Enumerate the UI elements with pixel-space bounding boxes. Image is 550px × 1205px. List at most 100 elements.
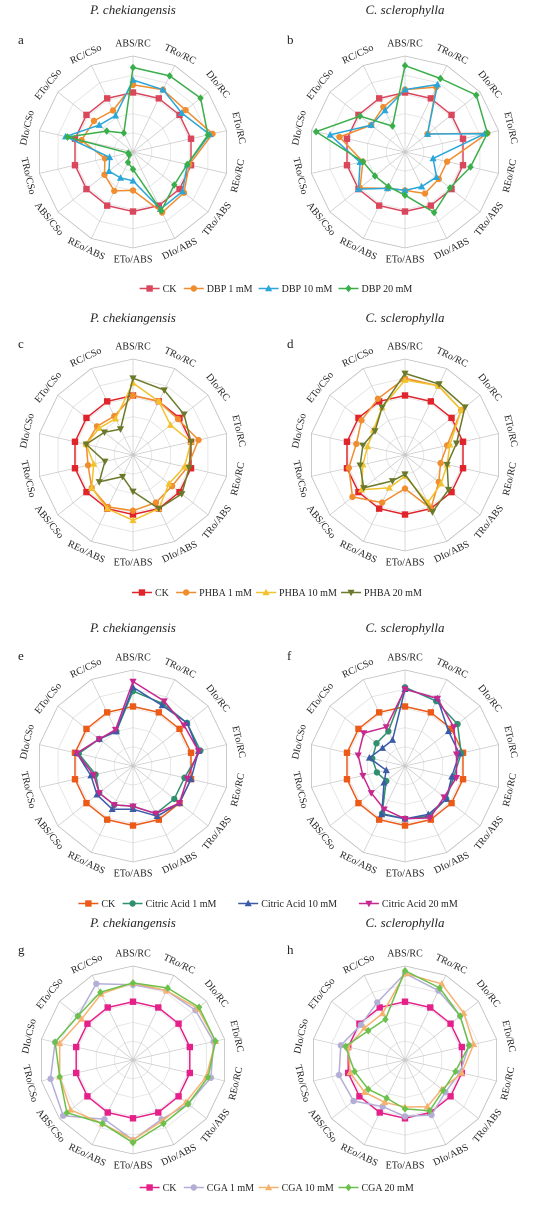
data-point-ck-tro-rc: [155, 1004, 162, 1011]
axis-label-reo-rc: REo/RC: [227, 1065, 245, 1101]
legend-label-phba-1-mm: PHBA 1 mM: [199, 588, 252, 599]
panel-letter: a: [18, 32, 24, 47]
data-point-citric-acid-20-mm-tro-abs: [440, 794, 448, 801]
axis-label-eto-abs: ETo/ABS: [386, 1160, 425, 1171]
data-point-phba-1-mm-dio-rc: [174, 415, 182, 423]
data-point-citric-acid-20-mm-abs-rc: [129, 678, 137, 686]
data-point-cga-20-mm-tro-abs: [184, 1100, 192, 1108]
axis-label-dio-abs: DIo/ABS: [159, 1142, 198, 1168]
data-point-cga-20-mm-reo-abs: [383, 1094, 390, 1102]
axis-spoke: [311, 130, 406, 153]
data-point-cga-20-mm-tro-abs: [440, 1086, 447, 1095]
axis-label-tro-cso: TRo/CSo: [20, 1064, 39, 1103]
axis-label-eto-cso: ETo/CSo: [33, 67, 64, 102]
data-point-ck-reo-rc: [187, 465, 195, 472]
data-point-ck-tro-abs: [176, 185, 183, 193]
data-point-ck-eto-abs: [129, 822, 137, 829]
axis-label-eto-abs: ETo/ABS: [386, 557, 425, 568]
data-point-cga-20-mm-dio-cso: [342, 1042, 349, 1051]
data-point-dbp-20-mm-eto-abs: [129, 165, 137, 174]
axis-spoke: [91, 368, 134, 456]
data-point-ck-eto-cso: [83, 725, 90, 733]
axis-label-rc-cso: RC/CSo: [69, 345, 104, 369]
axis-label-dio-rc: DIo/RC: [202, 978, 231, 1010]
axis-label-rc-cso: RC/CSo: [341, 345, 376, 369]
data-point-phba-1-mm-eto-cso: [358, 417, 365, 424]
data-point-dbp-10-mm-eto-cso: [95, 121, 103, 128]
data-point-phba-1-mm-eto-abs: [129, 507, 137, 514]
data-point-phba-20-mm-eto-rc: [452, 440, 461, 448]
data-point-cga-10-mm-reo-abs: [381, 1098, 389, 1106]
panel-title: P. chekiangensis: [89, 620, 176, 635]
series-citric-acid-20-mm: [354, 686, 461, 823]
data-point-dbp-20-mm-reo-abs: [385, 182, 392, 191]
axis-spoke: [132, 151, 227, 174]
data-point-ck-eto-rc: [459, 438, 467, 445]
data-point-citric-acid-20-mm-dio-rc: [180, 722, 188, 730]
axis-label-reo-abs: REo/ABS: [338, 235, 379, 262]
data-point-ck-abs-cso: [83, 185, 90, 193]
data-point-dbp-10-mm-eto-cso: [367, 121, 375, 128]
axis-label-reo-rc: REo/RC: [501, 158, 519, 194]
data-point-phba-20-mm-eto-abs: [129, 488, 137, 496]
data-point-ck-eto-cso: [355, 725, 362, 733]
axis-spoke: [132, 765, 227, 788]
data-point-citric-acid-20-mm-reo-rc: [183, 775, 191, 783]
axis-spoke: [41, 1059, 134, 1082]
data-point-ck-abs-cso: [84, 1093, 91, 1100]
legend-marker-phba-1-mm: [182, 589, 190, 596]
data-point-ck-dio-rc: [447, 1020, 454, 1027]
data-point-phba-10-mm-tro-abs: [437, 479, 445, 487]
data-point-citric-acid-20-mm-abs-cso: [367, 790, 375, 797]
legend-label-ck: CK: [101, 899, 116, 910]
axis-label-eto-cso: ETo/CSo: [305, 370, 336, 405]
data-point-citric-acid-20-mm-dio-abs: [152, 810, 160, 818]
data-point-phba-20-mm-rc-cso: [116, 426, 125, 433]
data-point-cga-20-mm-eto-rc: [212, 1037, 219, 1045]
data-point-citric-acid-10-mm-reo-rc: [187, 775, 195, 783]
data-point-ck-abs-cso: [83, 488, 90, 496]
legend-marker-phba-20-mm: [347, 589, 355, 597]
data-point-citric-acid-20-mm-tro-cso: [90, 772, 98, 779]
legend-label-dbp-1-mm: DBP 1 mM: [207, 284, 253, 295]
data-point-ck-dio-cso: [343, 135, 351, 142]
data-point-citric-acid-10-mm-eto-cso: [378, 744, 387, 751]
axis-label-tro-abs: TRo/ABS: [200, 814, 234, 852]
axis-spoke: [404, 433, 499, 456]
data-point-citric-acid-20-mm-tro-rc: [160, 698, 168, 705]
data-point-phba-1-mm-tro-cso: [345, 464, 353, 472]
data-point-citric-acid-20-mm-eto-abs: [129, 803, 137, 811]
axis-spoke: [329, 151, 406, 213]
data-point-phba-20-mm-eto-abs: [401, 471, 409, 478]
data-point-ck-tro-rc: [427, 1004, 434, 1011]
data-point-cga-20-mm-abs-cso: [365, 1085, 372, 1094]
data-point-phba-1-mm-eto-rc: [195, 436, 202, 444]
axis-label-dio-cso: DIo/CSo: [290, 109, 309, 146]
axis-spoke: [132, 1059, 175, 1145]
data-point-ck-tro-rc: [427, 398, 435, 405]
panel-letter: h: [287, 942, 294, 957]
axis-label-eto-cso: ETo/CSo: [305, 681, 336, 716]
axis-label-dio-cso: DIo/CSo: [292, 1018, 311, 1055]
data-point-ck-reo-abs: [103, 202, 111, 209]
data-point-dbp-10-mm-dio-rc: [178, 109, 186, 116]
legend-marker-dbp-10-mm: [265, 284, 273, 292]
data-point-ck-abs-rc: [401, 998, 409, 1005]
data-point-dbp-20-mm-dio-rc: [473, 91, 480, 99]
axis-spoke: [404, 765, 447, 853]
axis-label-reo-abs: REo/ABS: [338, 538, 379, 565]
data-point-dbp-10-mm-rc-cso: [381, 106, 389, 114]
axis-label-tro-rc: TRo/RC: [434, 42, 470, 67]
data-point-phba-20-mm-eto-cso: [371, 428, 379, 435]
axis-label-reo-rc: REo/RC: [229, 772, 247, 808]
data-point-dbp-20-mm-dio-rc: [197, 94, 204, 102]
data-point-ck-tro-rc: [427, 709, 435, 716]
axis-label-eto-rc: ETo/RC: [229, 414, 247, 449]
data-point-cga-20-mm-eto-rc: [465, 1041, 473, 1050]
data-point-phba-20-mm-reo-abs: [118, 473, 127, 481]
data-point-cga-20-mm-dio-cso: [51, 1038, 59, 1047]
data-point-ck-reo-rc: [459, 776, 467, 783]
data-point-cga-10-mm-eto-cso: [77, 1015, 86, 1022]
data-point-ck-tro-cso: [71, 162, 79, 169]
data-point-phba-1-mm-rc-cso: [374, 395, 382, 402]
